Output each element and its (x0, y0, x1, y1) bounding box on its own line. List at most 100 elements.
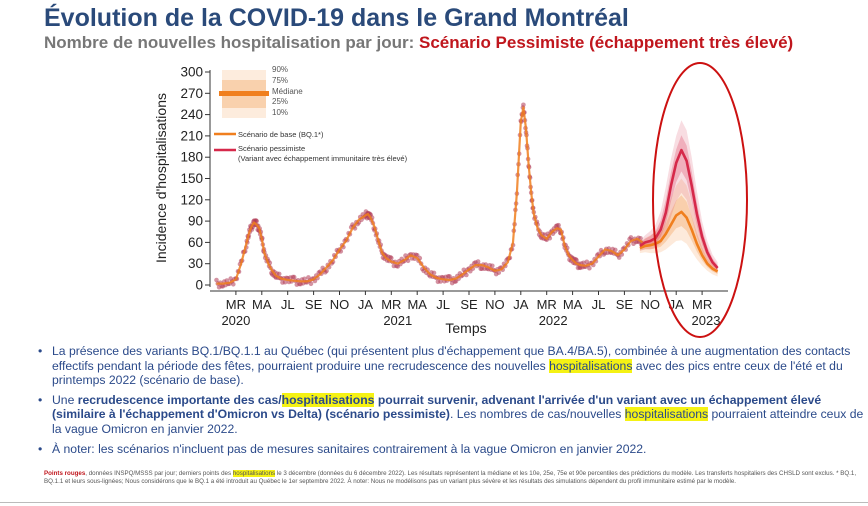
observed-point (613, 247, 618, 253)
y-tick-label: 0 (195, 278, 203, 293)
observed-point (231, 282, 236, 287)
x-tick-label: JA (513, 297, 529, 312)
note-bold: recrudescence importante des cas/ (77, 392, 282, 407)
y-tick-label: 180 (180, 150, 203, 165)
base-band-10-90 (639, 178, 718, 277)
x-tick-label: MR (692, 297, 712, 312)
note-text: La présence des variants BQ.1/BQ.1.1 au … (52, 344, 851, 373)
chart-axes: 0 30 60 90 120 150 180 210 240 270 300 MR MA JL SE NO JA… (153, 65, 728, 336)
note-bold: pourrait survenir, advenant l'arrivée d'… (52, 392, 822, 422)
note-text: pourraient atteindre ceux de la vague Om… (52, 407, 864, 436)
chart-bands (639, 120, 718, 277)
note-no-measures: À noter: les scénarios n'incluent pas de… (38, 442, 864, 457)
subtitle-scenario: Scénario Pessimiste (échappement très él… (419, 33, 794, 52)
x-tick-label: JA (358, 297, 374, 312)
hospitalisation-chart: 0 30 60 90 120 150 180 210 240 270 300 MR MA JL SE NO JA… (153, 62, 748, 338)
y-axis-title: Incidence d'hospitalisations (153, 93, 169, 263)
legend-median-swatch (219, 91, 269, 96)
pessimistic-median-line (639, 148, 719, 269)
x-tick-label: NO (330, 297, 350, 312)
note-highlight: hospitalisations (281, 392, 375, 407)
observed-point (616, 255, 622, 260)
x-tick-label: JL (592, 297, 606, 312)
legend-pessimistic-note: (Variant avec échappement immunitaire tr… (238, 154, 408, 163)
y-tick-label: 300 (180, 65, 203, 80)
x-tick-label: MR (381, 297, 401, 312)
page-subtitle: Nombre de nouvelles hospitalisation par … (44, 33, 793, 53)
observed-point (302, 276, 307, 282)
pessimistic-band-10-90 (639, 120, 718, 273)
observed-point (475, 259, 481, 264)
note-highlight: hospitalisations (624, 407, 709, 422)
x-tick-label: SE (460, 297, 478, 312)
legend-quantile-label: 75% (272, 76, 288, 85)
x-tick-label: SE (616, 297, 634, 312)
y-tick-label: 90 (188, 214, 203, 229)
observed-point (254, 218, 259, 224)
pessimistic-band-25-75 (639, 135, 718, 271)
observed-point (490, 263, 495, 269)
x-tick-label: JA (669, 297, 685, 312)
observed-point (282, 279, 288, 285)
highlight-circle (652, 62, 748, 338)
observed-point (556, 222, 561, 228)
y-tick-label: 210 (180, 128, 203, 143)
legend-quantile-label: 25% (272, 97, 288, 106)
footnote-highlight: hospitalisations (232, 470, 276, 477)
note-text: À noter: les scénarios n'incluent pas de… (52, 441, 647, 456)
observed-point (405, 258, 411, 264)
base-median-line (639, 210, 719, 273)
page-title: Évolution de la COVID-19 dans le Grand M… (44, 4, 629, 32)
note-highlight: hospitalisations (549, 358, 633, 373)
y-tick-label: 270 (180, 86, 203, 101)
observed-point (291, 274, 297, 280)
legend-quantile-label: 90% (272, 65, 288, 74)
y-tick-label: 150 (180, 171, 203, 186)
x-tick-label: MR (537, 297, 557, 312)
x-tick-label: NO (641, 297, 661, 312)
x-tick-label: JL (281, 297, 295, 312)
legend-quantile-label: Médiane (272, 87, 303, 96)
observed-point (431, 270, 437, 276)
note-pessimistic-scenario: Une recrudescence importante des cas/hos… (38, 392, 864, 437)
y-tick-label: 60 (188, 235, 203, 250)
year-label: 2022 (539, 313, 568, 328)
x-tick-label: MA (407, 297, 427, 312)
footnote: Points rouges, données INSPQ/MSSS par jo… (44, 470, 864, 486)
observed-point (389, 255, 394, 261)
note-text: avec des pics entre ceux de l'été et du … (52, 358, 843, 388)
note-base-scenario: La présence des variants BQ.1/BQ.1.1 au … (38, 344, 864, 388)
year-label: 2020 (221, 313, 250, 328)
x-tick-label: MA (252, 297, 272, 312)
x-axis-title: Temps (445, 320, 486, 336)
observed-point (587, 265, 592, 271)
x-tick-label: SE (305, 297, 323, 312)
footnote-lead: Points rouges (44, 470, 86, 477)
y-tick-label: 240 (180, 107, 203, 122)
legend-pessimistic-label: Scénario pessimiste (238, 144, 305, 153)
observed-point (464, 272, 469, 278)
observed-point (214, 277, 219, 283)
notes-list: La présence des variants BQ.1/BQ.1.1 au … (38, 344, 864, 461)
y-tick-label: 120 (180, 192, 203, 207)
x-tick-label: MA (563, 297, 583, 312)
model-fit-line (216, 106, 644, 285)
footnote-text: le 3 décembre (données du 6 décembre 202… (44, 470, 857, 485)
note-text: . Les nombres de cas/nouvelles (449, 407, 625, 422)
observed-point (276, 271, 282, 277)
chart-median-lines (216, 106, 719, 285)
observed-point (521, 102, 526, 108)
note-text: Une (52, 392, 78, 407)
x-tick-label: JL (436, 297, 450, 312)
legend-quantile-label: 10% (272, 108, 288, 117)
observed-point (438, 279, 443, 284)
observed-point (308, 281, 314, 287)
legend-base-label: Scénario de base (BQ.1*) (238, 130, 324, 139)
observed-point (496, 270, 502, 275)
year-label: 2023 (692, 313, 721, 328)
x-tick-label: MR (226, 297, 246, 312)
subtitle-prefix: Nombre de nouvelles hospitalisation par … (44, 33, 420, 52)
footnote-text: , données INSPQ/MSSS par jour; derniers … (85, 470, 233, 477)
divider (0, 502, 868, 503)
